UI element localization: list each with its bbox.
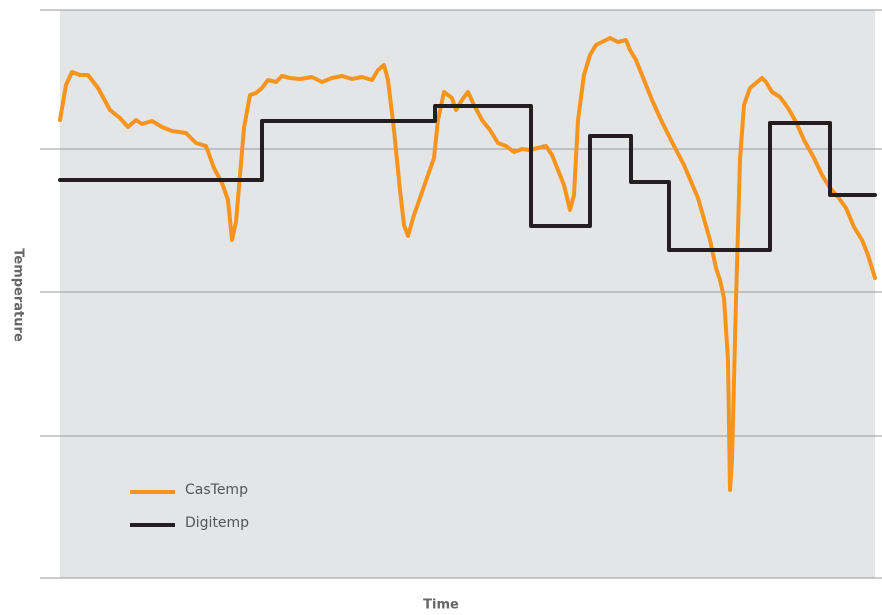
grid: [40, 9, 882, 579]
series-line: [58, 36, 877, 492]
series-lines: [58, 36, 877, 492]
x-axis-label: Time: [423, 598, 459, 613]
legend: CasTemp Digitemp: [130, 482, 249, 531]
series-line: [58, 104, 877, 252]
legend-label: CasTemp: [185, 482, 248, 498]
legend-label: Digitemp: [185, 515, 249, 531]
y-axis-label: Temperature: [11, 248, 26, 342]
